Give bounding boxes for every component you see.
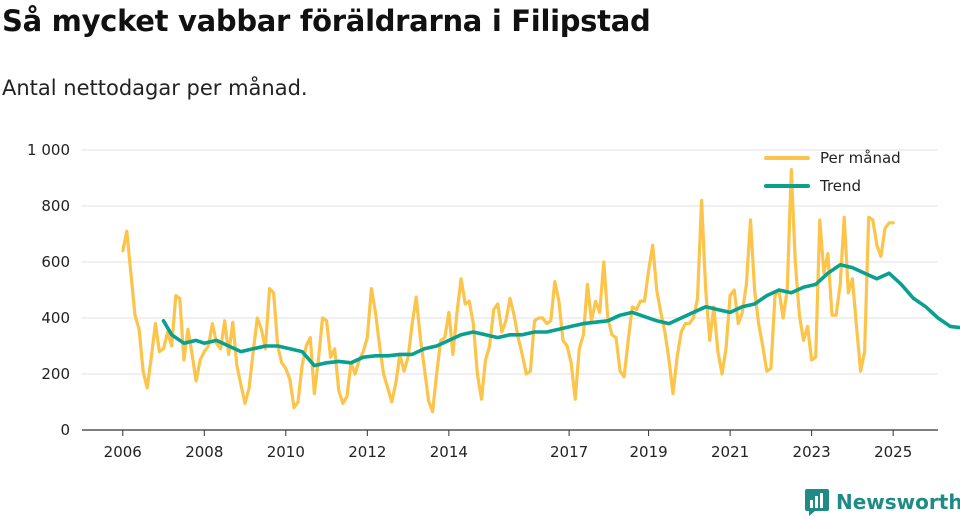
- x-tick-label: 2019: [629, 443, 667, 461]
- series-line-trend: [161, 263, 960, 368]
- legend: Per månad Trend: [764, 149, 901, 195]
- x-tick-label: 2008: [185, 443, 223, 461]
- chart-title: Så mycket vabbar föräldrarna i Filipstad: [2, 4, 651, 38]
- chart-subtitle: Antal nettodagar per månad.: [2, 76, 308, 100]
- y-tick-label: 800: [41, 197, 70, 215]
- legend-label: Per månad: [820, 149, 901, 167]
- x-tick-label: 2021: [711, 443, 749, 461]
- y-tick-label: 400: [41, 309, 70, 327]
- x-tick-label: 2006: [104, 443, 142, 461]
- y-tick-label: 1 000: [27, 141, 70, 159]
- y-tick-label: 0: [60, 421, 70, 439]
- brand-name: Newsworthy: [836, 490, 960, 514]
- x-tick-label: 2025: [874, 443, 912, 461]
- x-tick-label: 2017: [550, 443, 588, 461]
- legend-label: Trend: [819, 177, 861, 195]
- series-line-per-manad: [121, 168, 895, 414]
- y-tick-label: 600: [41, 253, 70, 271]
- x-tick-label: 2012: [348, 443, 386, 461]
- x-tick-label: 2010: [267, 443, 305, 461]
- brand[interactable]: Newsworthy: [804, 488, 960, 516]
- y-tick-label: 200: [41, 365, 70, 383]
- x-tick-label: 2023: [793, 443, 831, 461]
- x-tick-label: 2014: [430, 443, 468, 461]
- newsworthy-logo-icon: [805, 489, 829, 516]
